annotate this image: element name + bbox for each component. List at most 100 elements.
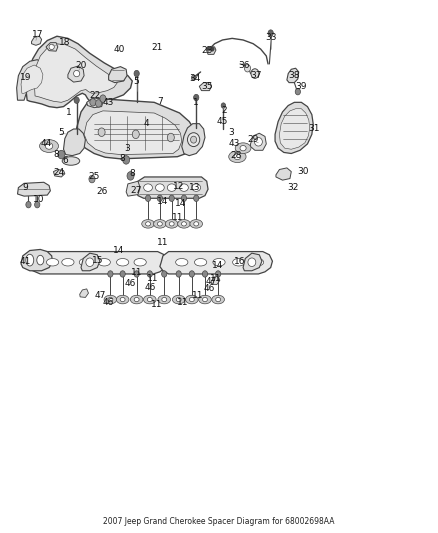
Text: 37: 37 bbox=[251, 71, 262, 80]
Text: 25: 25 bbox=[88, 173, 100, 181]
Circle shape bbox=[134, 70, 139, 77]
Text: 2: 2 bbox=[222, 107, 227, 115]
Ellipse shape bbox=[162, 297, 167, 302]
Text: 1: 1 bbox=[66, 109, 72, 117]
Text: 40: 40 bbox=[113, 45, 125, 53]
Ellipse shape bbox=[74, 70, 80, 77]
Ellipse shape bbox=[49, 44, 54, 50]
Text: 1: 1 bbox=[193, 98, 199, 107]
Polygon shape bbox=[279, 109, 310, 149]
Ellipse shape bbox=[46, 259, 59, 266]
Ellipse shape bbox=[173, 295, 185, 304]
Text: 14: 14 bbox=[175, 199, 186, 208]
Text: 46: 46 bbox=[125, 279, 136, 288]
Circle shape bbox=[215, 271, 221, 277]
Polygon shape bbox=[126, 181, 140, 196]
Polygon shape bbox=[53, 169, 65, 177]
Polygon shape bbox=[17, 60, 46, 100]
Ellipse shape bbox=[234, 154, 241, 160]
Circle shape bbox=[120, 271, 125, 277]
Text: 27: 27 bbox=[130, 186, 141, 195]
Text: 24: 24 bbox=[53, 168, 65, 177]
Text: 13: 13 bbox=[189, 183, 201, 192]
Ellipse shape bbox=[251, 259, 264, 266]
Ellipse shape bbox=[233, 259, 245, 266]
Text: 30: 30 bbox=[297, 167, 309, 176]
Ellipse shape bbox=[26, 254, 34, 266]
Ellipse shape bbox=[131, 295, 143, 304]
Polygon shape bbox=[80, 289, 88, 297]
Ellipse shape bbox=[145, 222, 151, 226]
Ellipse shape bbox=[181, 222, 187, 226]
Polygon shape bbox=[34, 44, 117, 102]
Text: 38: 38 bbox=[289, 71, 300, 80]
Ellipse shape bbox=[166, 220, 178, 228]
Ellipse shape bbox=[157, 222, 162, 226]
Circle shape bbox=[181, 195, 187, 201]
Circle shape bbox=[100, 95, 106, 102]
Ellipse shape bbox=[176, 297, 181, 302]
Circle shape bbox=[176, 271, 181, 277]
Polygon shape bbox=[81, 253, 100, 271]
Text: 41: 41 bbox=[20, 257, 31, 265]
Polygon shape bbox=[64, 129, 85, 156]
Text: 28: 28 bbox=[230, 151, 241, 160]
Text: 34: 34 bbox=[189, 75, 201, 83]
Circle shape bbox=[89, 175, 95, 183]
Polygon shape bbox=[77, 99, 196, 159]
Text: 23: 23 bbox=[201, 46, 212, 55]
Ellipse shape bbox=[215, 297, 221, 302]
Text: 5: 5 bbox=[134, 77, 140, 85]
Ellipse shape bbox=[79, 259, 92, 266]
Text: 7: 7 bbox=[157, 97, 163, 106]
Polygon shape bbox=[207, 47, 216, 54]
Text: 11: 11 bbox=[210, 274, 221, 282]
Ellipse shape bbox=[147, 297, 152, 302]
Text: 35: 35 bbox=[201, 82, 212, 91]
Text: 19: 19 bbox=[20, 73, 31, 82]
Ellipse shape bbox=[86, 258, 94, 266]
Circle shape bbox=[134, 271, 139, 277]
Polygon shape bbox=[18, 182, 50, 196]
Polygon shape bbox=[21, 249, 53, 271]
Text: 29: 29 bbox=[247, 135, 259, 144]
Ellipse shape bbox=[169, 222, 174, 226]
Text: 20: 20 bbox=[75, 61, 87, 69]
Text: 14: 14 bbox=[113, 246, 125, 255]
Text: 44: 44 bbox=[40, 140, 52, 148]
Circle shape bbox=[157, 195, 162, 201]
Ellipse shape bbox=[254, 138, 262, 146]
Text: 11: 11 bbox=[147, 274, 158, 282]
Circle shape bbox=[123, 156, 130, 164]
Text: 5: 5 bbox=[58, 128, 64, 136]
Polygon shape bbox=[287, 68, 299, 83]
Circle shape bbox=[74, 97, 79, 103]
Circle shape bbox=[162, 271, 167, 277]
Text: 26: 26 bbox=[96, 188, 107, 196]
Polygon shape bbox=[243, 253, 262, 271]
Ellipse shape bbox=[39, 140, 59, 152]
Text: 6: 6 bbox=[63, 157, 69, 165]
Polygon shape bbox=[136, 177, 208, 198]
Polygon shape bbox=[46, 43, 58, 51]
Polygon shape bbox=[21, 65, 43, 93]
Ellipse shape bbox=[199, 295, 211, 304]
Ellipse shape bbox=[98, 259, 110, 266]
Ellipse shape bbox=[191, 136, 197, 143]
Text: 11: 11 bbox=[192, 292, 204, 300]
Ellipse shape bbox=[235, 143, 251, 154]
Circle shape bbox=[268, 30, 273, 36]
Ellipse shape bbox=[134, 297, 139, 302]
Circle shape bbox=[145, 195, 151, 201]
Text: 22: 22 bbox=[90, 92, 101, 100]
Text: 33: 33 bbox=[265, 33, 276, 42]
Circle shape bbox=[132, 130, 139, 139]
Ellipse shape bbox=[248, 258, 256, 266]
Ellipse shape bbox=[144, 184, 152, 191]
Ellipse shape bbox=[144, 295, 156, 304]
Text: 43: 43 bbox=[103, 98, 114, 107]
Circle shape bbox=[98, 128, 105, 136]
Ellipse shape bbox=[186, 295, 198, 304]
Text: 31: 31 bbox=[309, 125, 320, 133]
Polygon shape bbox=[28, 252, 167, 274]
